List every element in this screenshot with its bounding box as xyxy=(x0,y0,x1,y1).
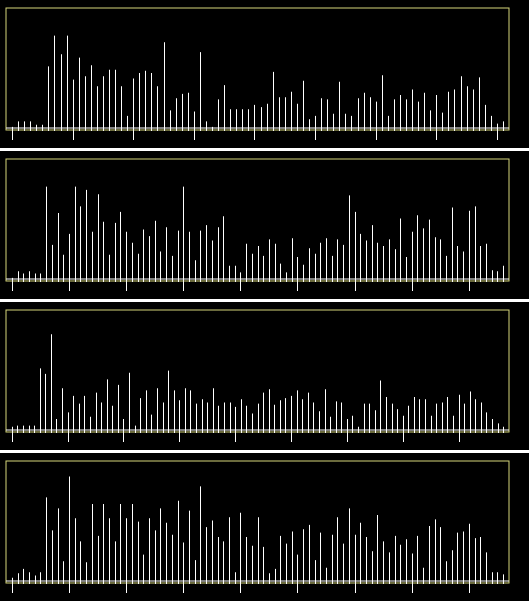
panel-background xyxy=(0,151,529,299)
panel-background xyxy=(0,302,529,450)
plot-frame xyxy=(5,460,510,584)
stem-chart-2 xyxy=(0,151,529,299)
chart-panel-2 xyxy=(0,151,529,302)
stem-chart-3 xyxy=(0,302,529,450)
stem-chart-4 xyxy=(0,453,529,601)
plot-frame xyxy=(5,7,510,131)
chart-panel-3 xyxy=(0,302,529,453)
plot-frame xyxy=(5,309,510,433)
plot-frame xyxy=(5,158,510,282)
chart-panel-1 xyxy=(0,0,529,151)
stem-chart-1 xyxy=(0,0,529,148)
panel-background xyxy=(0,0,529,148)
chart-panel-4 xyxy=(0,453,529,604)
panel-background xyxy=(0,453,529,601)
